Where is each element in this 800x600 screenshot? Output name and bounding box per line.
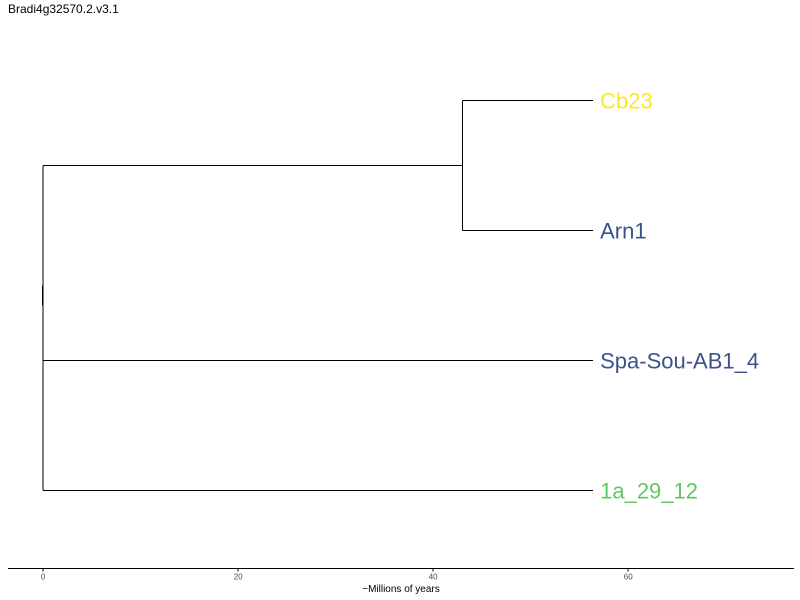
tip-label: Cb23 [600, 89, 653, 114]
tip-label: 1a_29_12 [600, 479, 698, 504]
tip-labels: Cb23 Arn1 Spa-Sou-AB1_4 1a_29_12 [600, 89, 759, 504]
page-title: Bradi4g32570.2.v3.1 [8, 2, 119, 16]
x-tick-label: 0 [41, 573, 46, 582]
tip-label: Spa-Sou-AB1_4 [600, 349, 759, 374]
x-tick-label: 20 [234, 573, 243, 582]
x-tick-label: 40 [429, 573, 438, 582]
x-tick-label: 60 [624, 573, 633, 582]
x-axis: 0 20 40 60 [8, 568, 794, 582]
tip-label: Arn1 [600, 219, 646, 244]
x-axis-title: ~Millions of years [362, 584, 440, 595]
tree-branches [42, 100, 594, 491]
